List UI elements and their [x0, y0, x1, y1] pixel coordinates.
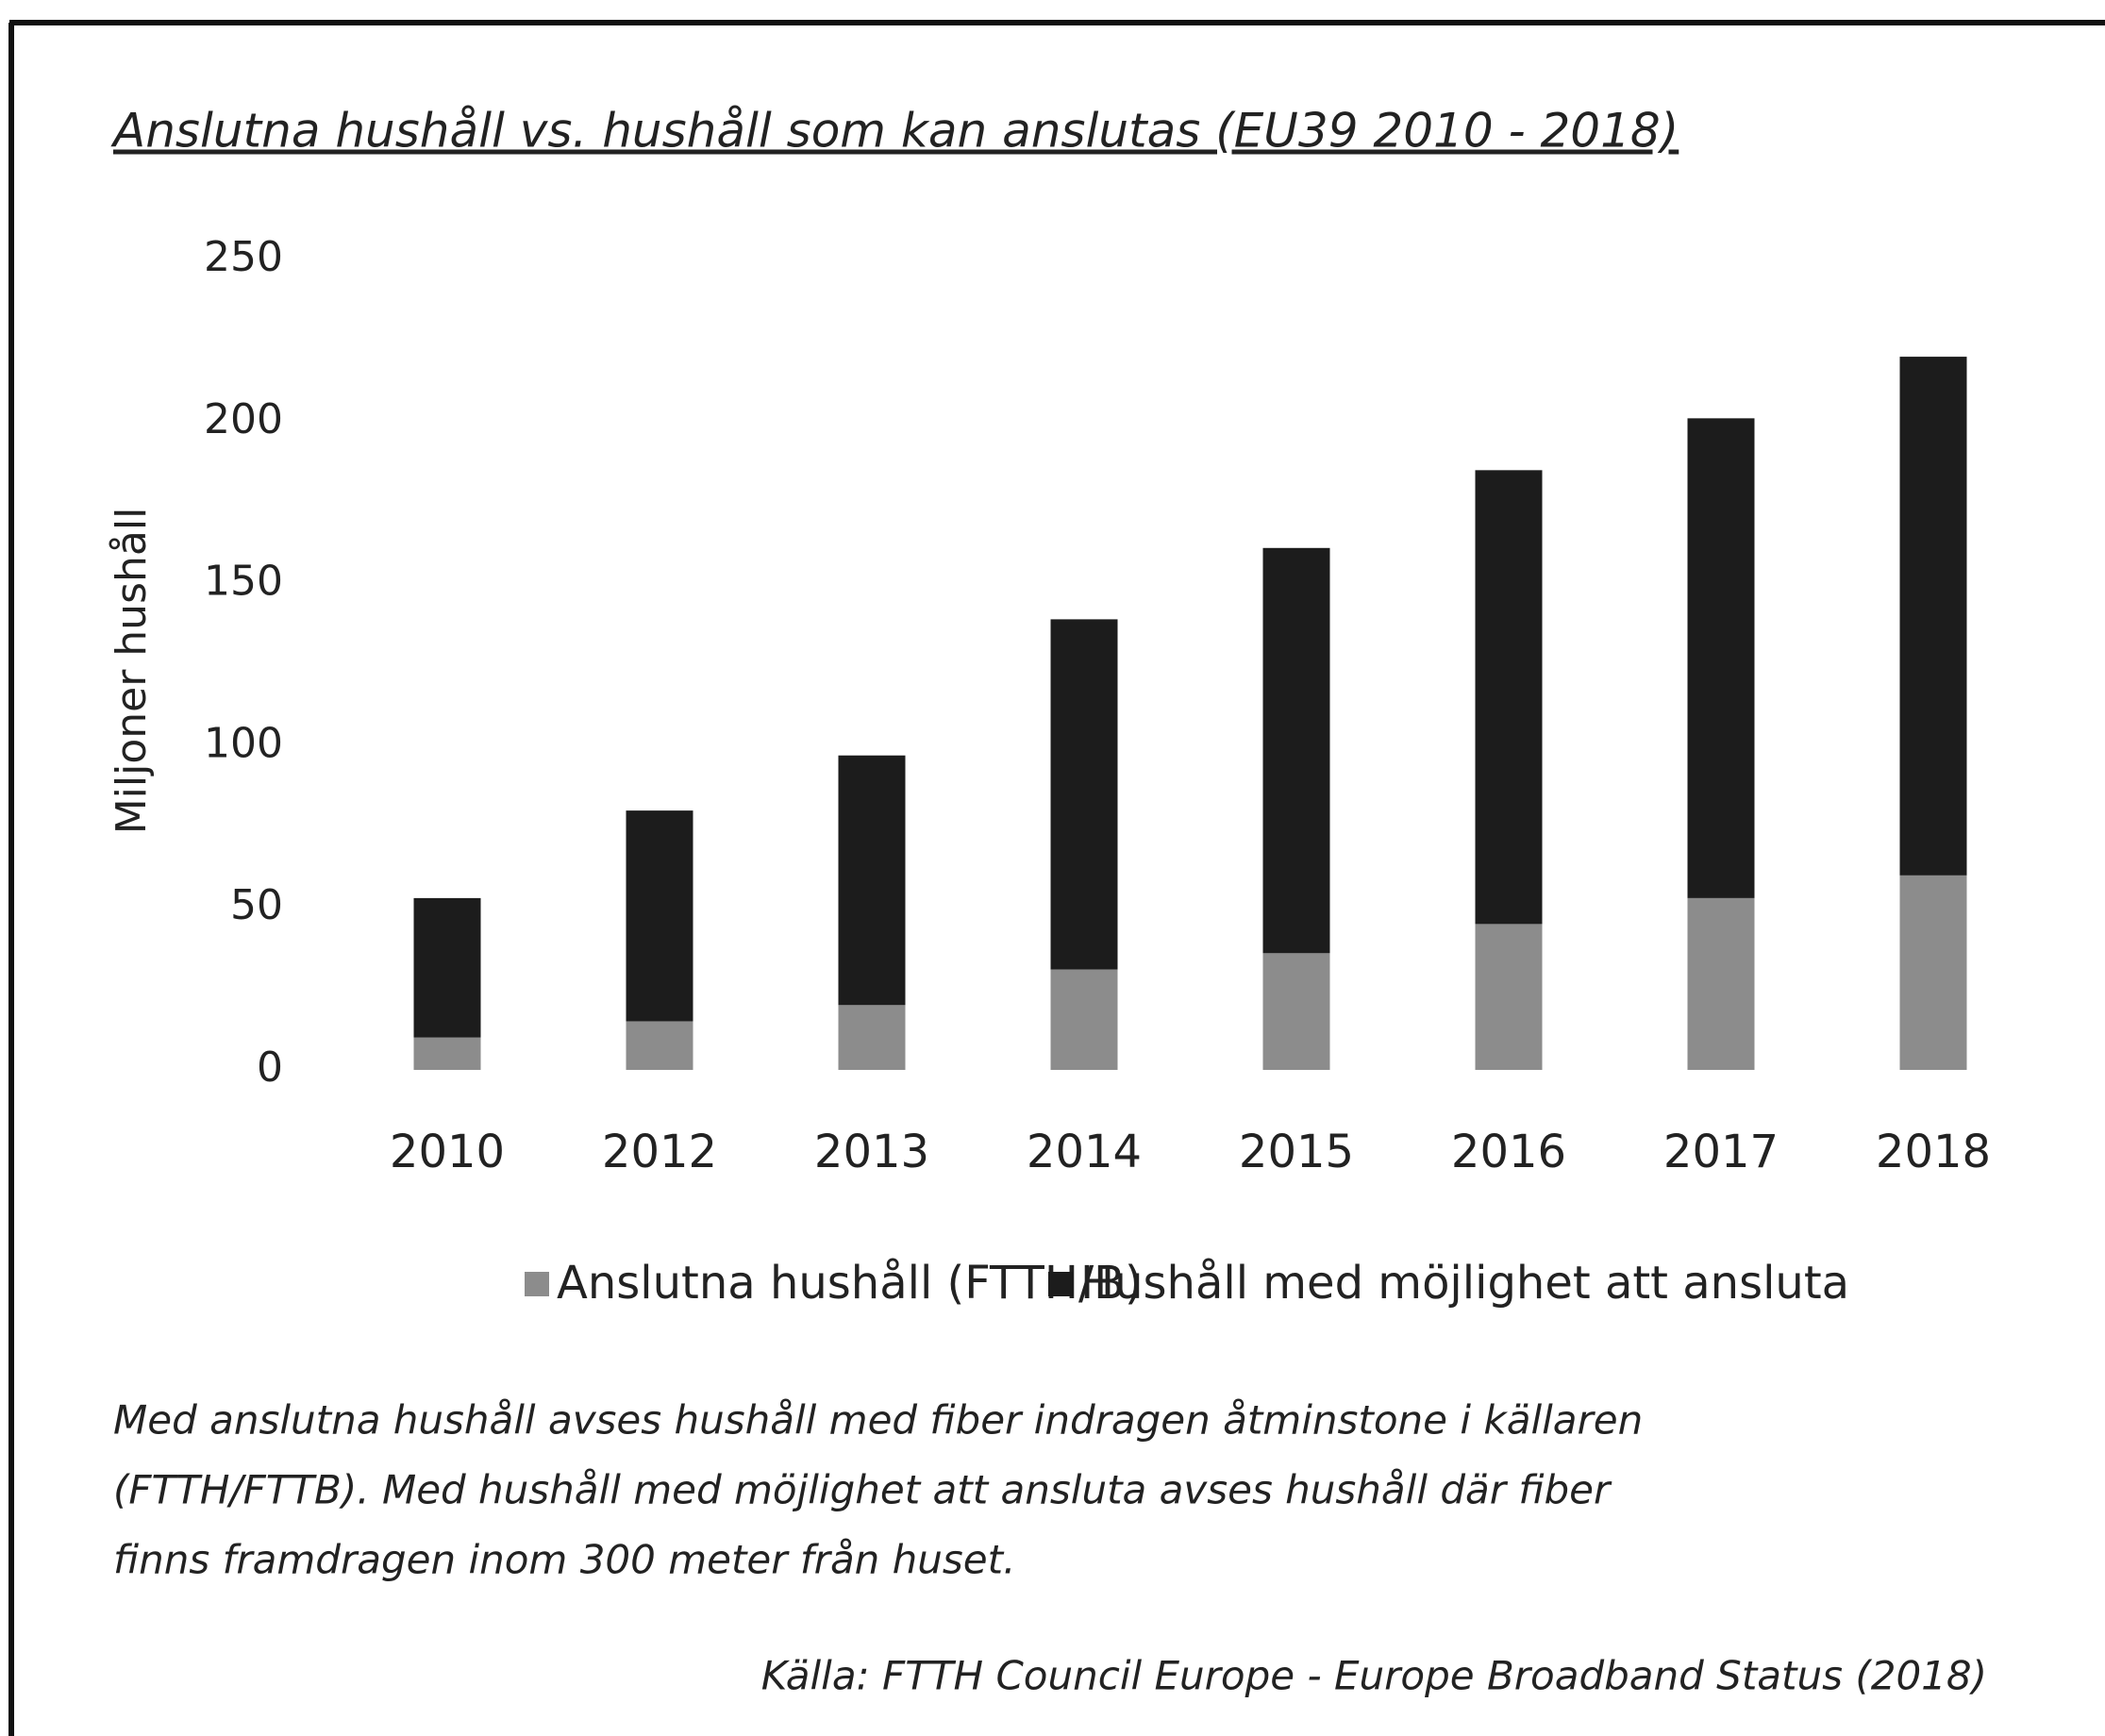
legend-swatch — [1048, 1272, 1073, 1296]
bar-segment — [626, 810, 693, 1022]
chart-title: Anslutna hushåll vs. hushåll som kan ans… — [110, 104, 1679, 159]
x-tick-label: 2013 — [814, 1126, 929, 1178]
y-tick-label: 150 — [204, 558, 283, 606]
bar-segment — [838, 755, 906, 1006]
source: Källa: FTTH Council Europe - Europe Broa… — [761, 1653, 1987, 1699]
y-tick-label: 200 — [204, 395, 283, 443]
x-tick-label: 2014 — [1027, 1126, 1142, 1178]
y-tick-label: 100 — [204, 719, 283, 767]
bar-segment — [413, 1037, 481, 1070]
bar-segment — [1687, 897, 1755, 1070]
bar-segment — [838, 1005, 906, 1070]
bar-segment — [1475, 924, 1543, 1070]
x-tick-label: 2017 — [1663, 1126, 1779, 1178]
y-tick-label: 250 — [204, 233, 283, 281]
note-line: (FTTH/FTTB). Med hushåll med möjlighet a… — [113, 1467, 1612, 1513]
legend-swatch — [525, 1272, 549, 1296]
bar-segment — [1687, 418, 1755, 898]
bar-segment — [1899, 875, 1967, 1070]
note-line: finns framdragen inom 300 meter från hus… — [113, 1537, 1015, 1583]
legend-label: Hushåll med möjlighet att ansluta — [1080, 1257, 1849, 1310]
y-axis-label: Miljoner hushåll — [108, 508, 156, 835]
x-tick-label: 2015 — [1239, 1126, 1354, 1178]
y-tick-label: 50 — [230, 881, 283, 929]
x-tick-label: 2010 — [390, 1126, 505, 1178]
bar-segment — [626, 1021, 693, 1070]
bar-segment — [1475, 470, 1543, 925]
x-tick-label: 2012 — [602, 1126, 717, 1178]
x-tick-label: 2016 — [1451, 1126, 1566, 1178]
bar-segment — [1050, 969, 1118, 1070]
bar-segment — [1262, 547, 1330, 954]
bar-segment — [1262, 953, 1330, 1070]
bar-segment — [1050, 619, 1118, 970]
x-tick-label: 2018 — [1876, 1126, 1991, 1178]
bar-segment — [413, 897, 481, 1038]
bar-segment — [1899, 357, 1967, 876]
legend-label: Anslutna hushåll (FTTH/B) — [557, 1257, 1143, 1310]
note-line: Med anslutna hushåll avses hushåll med f… — [113, 1397, 1643, 1444]
y-tick-label: 0 — [257, 1043, 283, 1092]
